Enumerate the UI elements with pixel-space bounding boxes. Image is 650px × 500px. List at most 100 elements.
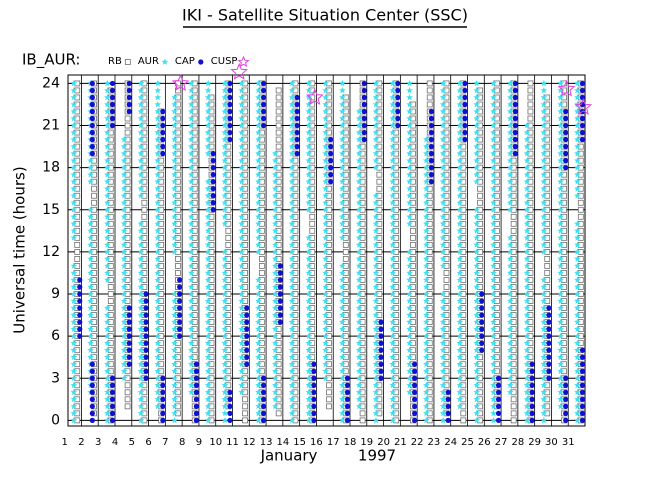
symbol xyxy=(557,234,564,241)
symbol xyxy=(305,255,313,262)
symbol xyxy=(507,388,514,396)
region-interval xyxy=(339,79,346,241)
symbol xyxy=(540,332,548,339)
symbol xyxy=(523,227,531,234)
symbol xyxy=(154,178,162,185)
symbol xyxy=(557,290,564,297)
symbol xyxy=(339,157,346,164)
symbol xyxy=(89,389,95,395)
symbol xyxy=(344,417,351,423)
symbol xyxy=(339,388,346,396)
symbol xyxy=(495,396,502,402)
symbol xyxy=(171,241,178,248)
symbol xyxy=(288,101,296,108)
symbol xyxy=(574,416,581,424)
symbol xyxy=(120,255,128,262)
symbol xyxy=(137,339,145,346)
symbol xyxy=(188,206,195,213)
symbol xyxy=(428,122,435,129)
symbol xyxy=(154,332,162,339)
symbol xyxy=(406,199,413,206)
symbol xyxy=(540,395,548,403)
x-tick-label: 15 xyxy=(293,437,306,448)
symbol xyxy=(204,178,212,185)
symbol xyxy=(439,262,447,269)
symbol xyxy=(322,325,329,332)
symbol xyxy=(272,374,279,382)
symbol xyxy=(389,388,397,396)
symbol xyxy=(244,326,250,332)
symbol xyxy=(439,157,447,164)
symbol xyxy=(244,340,250,346)
symbol xyxy=(574,395,581,403)
symbol xyxy=(137,388,145,396)
symbol xyxy=(70,192,78,199)
symbol xyxy=(137,129,145,136)
symbol xyxy=(238,157,246,164)
symbol xyxy=(557,269,564,276)
symbol xyxy=(288,332,296,339)
region-interval xyxy=(473,79,481,185)
symbol xyxy=(154,304,162,311)
symbol xyxy=(473,227,481,234)
symbol xyxy=(372,164,380,171)
region-interval xyxy=(507,234,514,396)
x-tick-label: 21 xyxy=(394,437,407,448)
symbol xyxy=(221,360,229,368)
symbol xyxy=(137,311,145,318)
symbol xyxy=(177,312,183,318)
symbol xyxy=(221,199,229,206)
x-tick-label: 31 xyxy=(562,437,575,448)
symbol xyxy=(372,122,380,129)
legend-title: IB_AUR: xyxy=(22,51,80,70)
symbol xyxy=(574,353,581,360)
symbol xyxy=(540,346,548,353)
symbol xyxy=(473,213,481,220)
symbol xyxy=(507,290,514,297)
symbol xyxy=(439,136,447,143)
symbol xyxy=(495,410,502,416)
symbol xyxy=(557,115,564,122)
symbol xyxy=(395,115,401,122)
region-interval xyxy=(160,375,166,423)
region-interval xyxy=(255,276,262,424)
symbol xyxy=(171,220,178,227)
symbol xyxy=(510,220,517,227)
symbol xyxy=(288,136,296,143)
symbol xyxy=(120,262,128,269)
symbol xyxy=(272,192,279,199)
symbol xyxy=(456,353,464,360)
symbol xyxy=(288,192,296,199)
symbol xyxy=(104,171,111,178)
symbol xyxy=(523,374,531,382)
symbol xyxy=(87,178,94,185)
symbol xyxy=(328,165,334,171)
symbol xyxy=(339,276,346,283)
symbol xyxy=(406,262,413,269)
symbol xyxy=(473,402,481,410)
symbol xyxy=(512,87,518,94)
symbol xyxy=(272,171,279,178)
symbol xyxy=(124,396,131,403)
symbol xyxy=(540,339,548,346)
symbol xyxy=(322,108,329,115)
symbol xyxy=(204,346,212,353)
symbol xyxy=(579,115,586,122)
symbol xyxy=(473,241,481,248)
symbol xyxy=(87,157,94,164)
symbol xyxy=(109,108,116,115)
symbol xyxy=(372,220,380,227)
symbol xyxy=(322,318,329,325)
symbol xyxy=(87,213,94,220)
symbol xyxy=(339,115,346,122)
symbol xyxy=(322,136,329,143)
symbol xyxy=(412,375,418,381)
symbol xyxy=(272,164,279,171)
symbol xyxy=(456,367,464,375)
symbol xyxy=(277,291,283,297)
symbol xyxy=(406,213,413,220)
symbol xyxy=(389,94,397,101)
symbol xyxy=(574,381,581,389)
symbol xyxy=(328,144,334,150)
